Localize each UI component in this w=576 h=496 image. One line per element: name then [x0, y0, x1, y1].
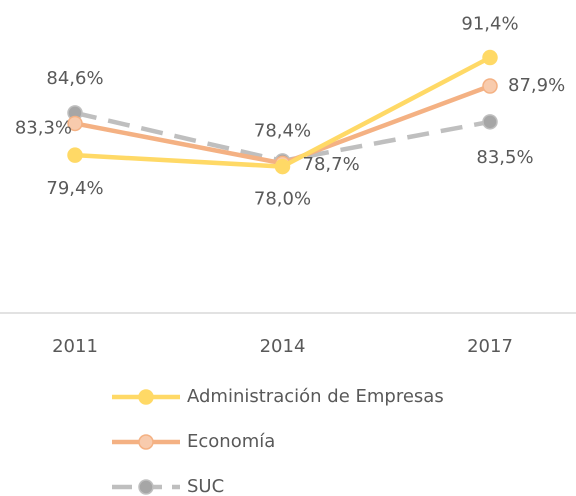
- data-label: 78,0%: [254, 189, 311, 210]
- legend-label: Administración de Empresas: [187, 386, 444, 407]
- data-label: 79,4%: [46, 178, 103, 199]
- data-point: [67, 147, 83, 163]
- data-point: [482, 49, 498, 66]
- legend-label: SUC: [187, 476, 224, 496]
- x-tick-label: 2011: [52, 336, 98, 357]
- data-point: [482, 114, 498, 130]
- data-label: 87,9%: [508, 75, 565, 96]
- legend-marker: [138, 479, 154, 495]
- data-label: 84,6%: [46, 68, 103, 89]
- x-tick-label: 2014: [260, 336, 306, 357]
- data-label: 83,3%: [15, 117, 72, 138]
- data-label: 83,5%: [476, 147, 533, 168]
- data-label: 91,4%: [461, 14, 518, 35]
- data-point: [67, 115, 83, 132]
- data-point: [482, 78, 498, 94]
- legend-marker: [138, 389, 154, 405]
- data-label: 78,4%: [254, 120, 311, 141]
- data-point: [274, 158, 291, 175]
- x-tick-label: 2017: [467, 336, 513, 357]
- legend-marker: [138, 434, 154, 450]
- data-label: 78,7%: [303, 154, 360, 175]
- legend-label: Economía: [187, 431, 275, 452]
